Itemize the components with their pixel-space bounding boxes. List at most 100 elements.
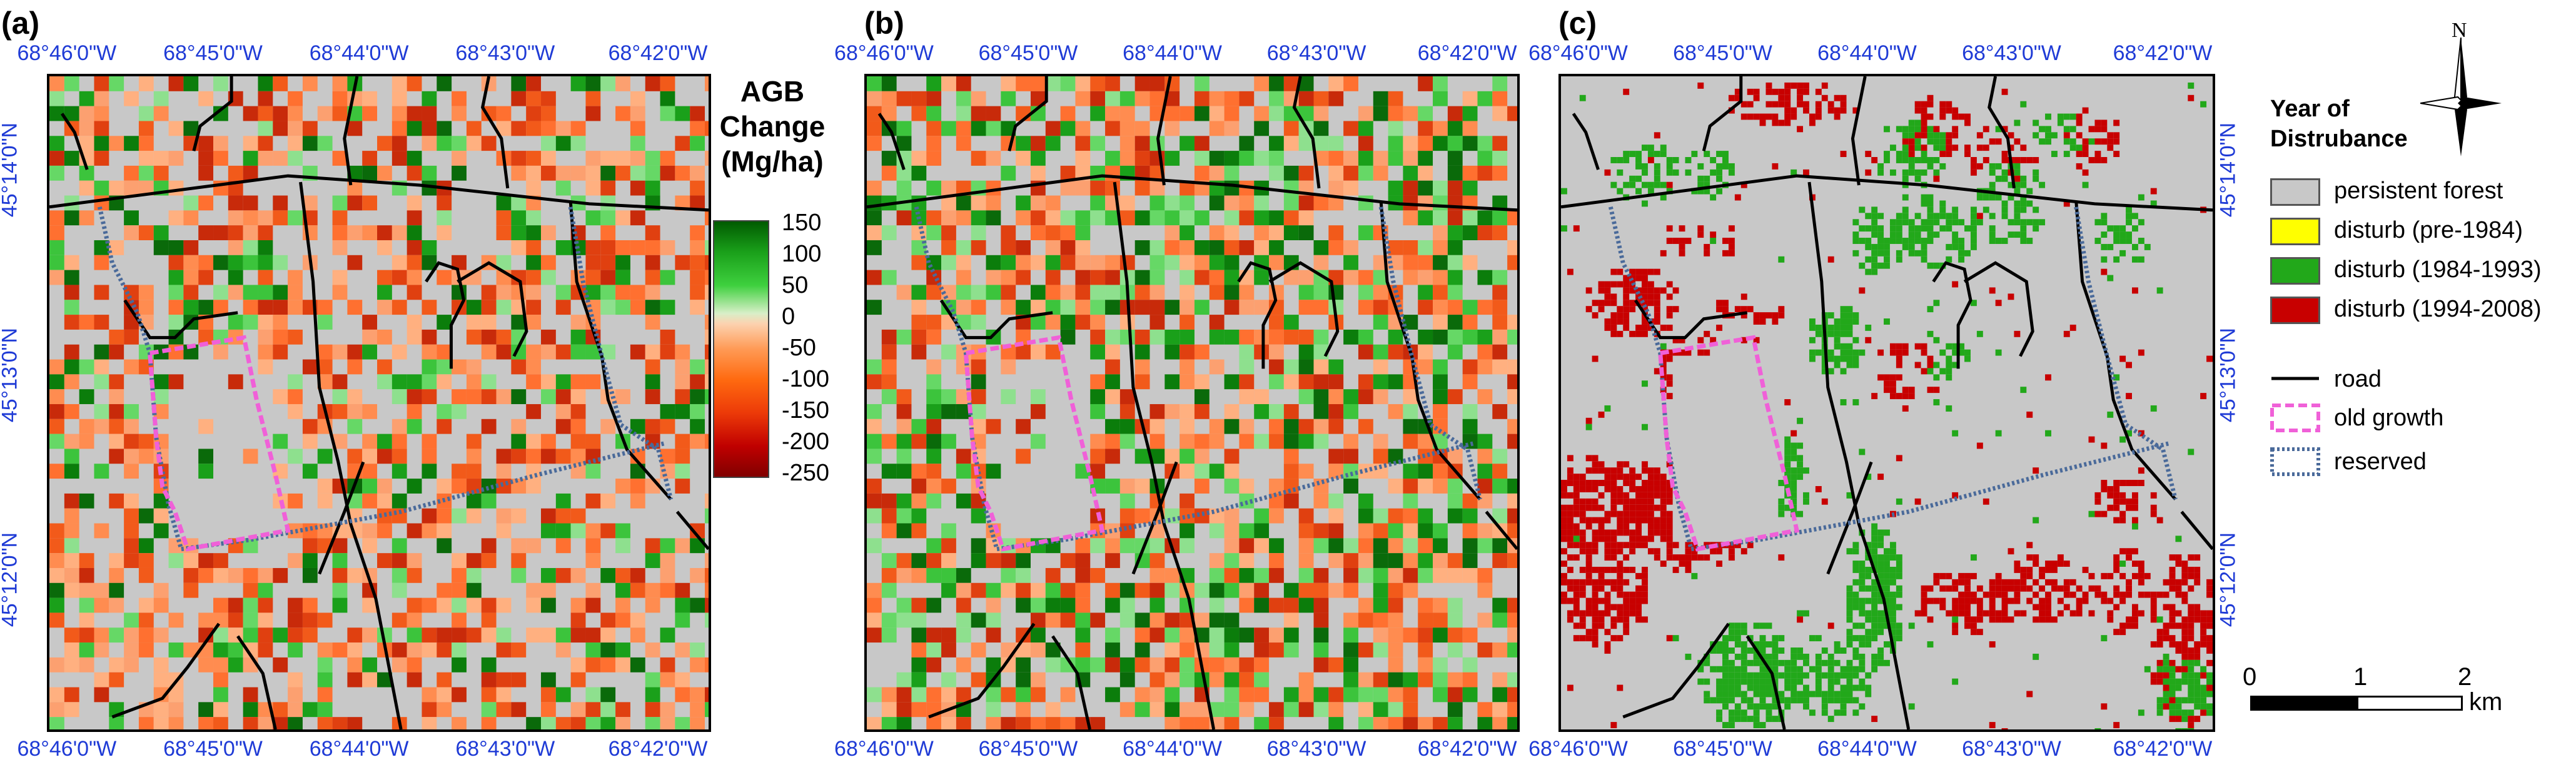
- agb-pixel: [1298, 165, 1314, 181]
- disturbance-pixel: [1871, 597, 1878, 604]
- disturbance-pixel: [1958, 238, 1965, 244]
- agb-pixel: [971, 106, 986, 121]
- agb-pixel: [1075, 612, 1091, 628]
- agb-pixel: [198, 151, 214, 166]
- disturbance-pixel: [1710, 666, 1717, 673]
- agb-pixel: [705, 255, 709, 270]
- agb-pixel: [1328, 508, 1344, 524]
- disturbance-pixel: [1871, 716, 1878, 723]
- road-line: [1292, 76, 1321, 189]
- agb-pixel: [541, 702, 556, 718]
- disturbance-pixel: [1852, 349, 1859, 356]
- agb-pixel: [138, 121, 154, 136]
- disturbance-pixel: [1740, 293, 1747, 300]
- disturbance-pixel: [1623, 287, 1630, 294]
- disturbance-pixel: [1964, 119, 1971, 126]
- road-line: [928, 622, 1036, 719]
- disturbance-pixel: [2131, 287, 2138, 294]
- agb-pixel: [317, 479, 333, 494]
- disturbance-pixel: [1573, 523, 1580, 530]
- disturbance-pixel: [1970, 554, 1977, 561]
- agb-pixel: [1283, 225, 1299, 240]
- agb-pixel: [273, 657, 288, 673]
- disturbance-pixel: [2076, 163, 2083, 170]
- disturbance-pixel: [1679, 238, 1685, 244]
- disturbance-pixel: [1704, 181, 1710, 188]
- agb-pixel: [377, 329, 392, 345]
- agb-pixel: [1060, 582, 1076, 598]
- disturbance-pixel: [1604, 510, 1611, 517]
- disturbance-pixel: [1759, 318, 1766, 325]
- agb-pixel: [1060, 210, 1076, 226]
- disturbance-pixel: [1561, 529, 1567, 536]
- disturbance-pixel: [1827, 697, 1834, 704]
- disturbance-pixel: [2175, 647, 2182, 654]
- agb-pixel: [1373, 702, 1388, 718]
- disturbance-pixel: [1914, 225, 1921, 232]
- disturbance-pixel: [1629, 268, 1636, 275]
- agb-pixel: [1254, 151, 1270, 166]
- agb-pixel: [526, 315, 542, 330]
- disturbance-pixel: [1579, 548, 1586, 555]
- disturbance-pixel: [1803, 684, 1809, 691]
- agb-pixel: [1433, 91, 1448, 106]
- agb-pixel: [437, 642, 452, 658]
- disturbance-pixel: [1604, 629, 1611, 636]
- agb-pixel: [660, 329, 675, 345]
- disturbance-pixel: [2200, 393, 2207, 400]
- agb-pixel: [570, 627, 586, 643]
- agb-pixel: [1328, 702, 1344, 718]
- agb-pixel: [437, 195, 452, 211]
- agb-pixel: [1283, 687, 1299, 703]
- disturbance-pixel: [1846, 585, 1853, 592]
- agb-pixel: [1075, 538, 1091, 554]
- agb-pixel: [258, 285, 273, 300]
- agb-pixel: [1179, 315, 1195, 330]
- disturbance-pixel: [1579, 517, 1586, 524]
- disturbance-pixel: [1716, 163, 1723, 170]
- agb-pixel: [1507, 508, 1517, 524]
- disturbance-pixel: [1976, 145, 1983, 151]
- agb-pixel: [1507, 717, 1517, 729]
- disturbance-pixel: [1642, 275, 1648, 282]
- disturbance-pixel: [1629, 175, 1636, 182]
- disturbance-pixel: [1610, 635, 1617, 642]
- agb-pixel: [481, 329, 497, 345]
- disturbance-pixel: [1896, 629, 1902, 636]
- disturbance-pixel: [1654, 467, 1660, 474]
- agb-pixel: [1119, 315, 1135, 330]
- agb-pixel: [183, 76, 199, 91]
- disturbance-pixel: [1952, 231, 1959, 238]
- agb-pixel: [1477, 493, 1493, 509]
- disturbance-pixel: [1939, 151, 1946, 158]
- disturbance-pixel: [2119, 597, 2126, 604]
- disturbance-pixel: [1852, 231, 1859, 238]
- disturbance-pixel: [1964, 355, 1971, 362]
- disturbance-pixel: [1710, 337, 1717, 343]
- disturbance-pixel: [1623, 324, 1630, 331]
- agb-pixel: [1254, 240, 1270, 255]
- disturbance-pixel: [1629, 485, 1636, 492]
- agb-pixel: [1403, 672, 1418, 688]
- agb-pixel: [1403, 419, 1418, 434]
- disturbance-pixel: [1803, 659, 1809, 666]
- agb-pixel: [1030, 195, 1046, 211]
- disturbance-pixel: [1884, 529, 1890, 536]
- agb-pixel: [585, 627, 601, 643]
- agb-pixel: [1239, 567, 1255, 583]
- agb-pixel: [124, 180, 139, 196]
- road-line: [1008, 76, 1048, 151]
- disturbance-pixel: [1914, 238, 1921, 244]
- agb-pixel: [302, 612, 318, 628]
- agb-pixel: [49, 612, 64, 628]
- agb-pixel: [1045, 225, 1061, 240]
- disturbance-pixel: [1821, 362, 1828, 368]
- disturbance-pixel: [2119, 629, 2126, 636]
- disturbance-pixel: [1623, 306, 1630, 313]
- agb-pixel: [971, 240, 986, 255]
- disturbance-pixel: [1797, 455, 1804, 462]
- agb-pixel: [1313, 106, 1329, 121]
- agb-pixel: [391, 538, 407, 554]
- disturbance-pixel: [1778, 691, 1785, 698]
- disturbance-pixel: [2026, 188, 2033, 195]
